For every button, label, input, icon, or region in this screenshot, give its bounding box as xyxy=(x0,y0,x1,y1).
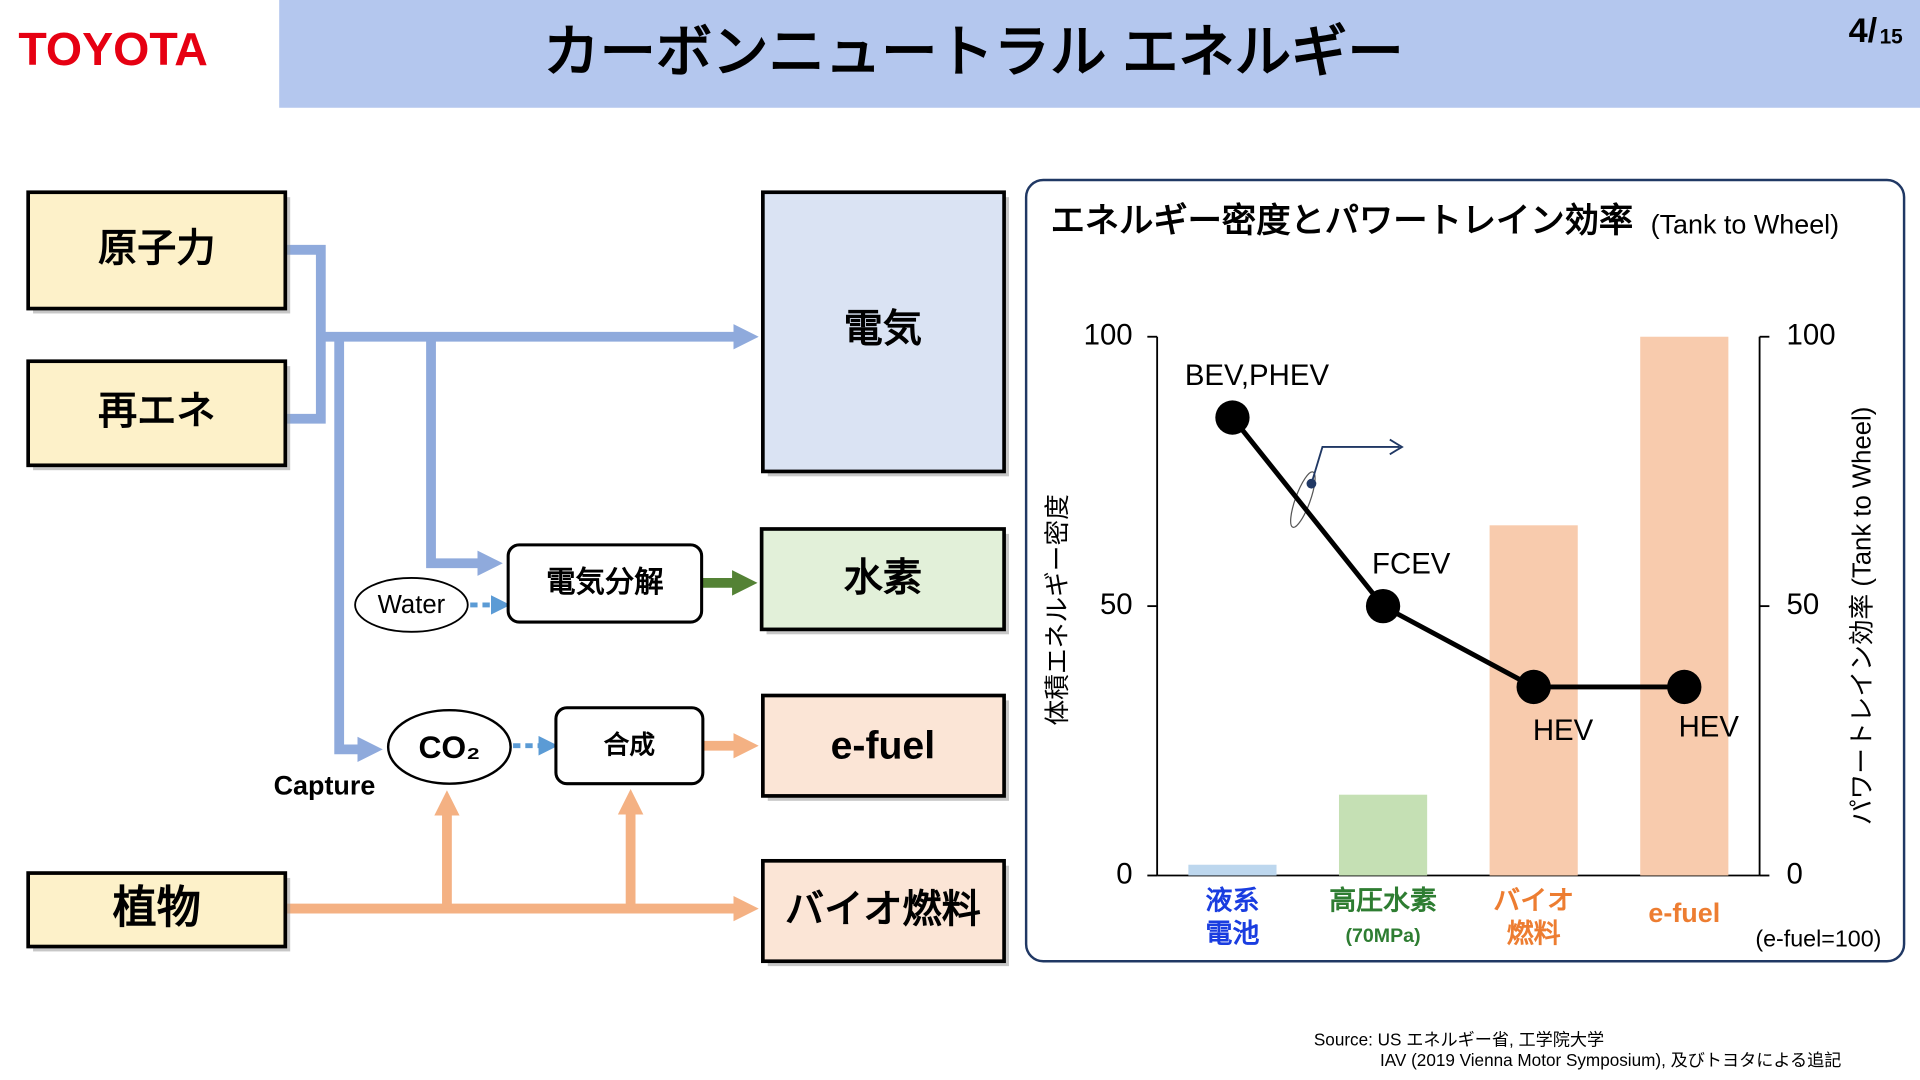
output-box xyxy=(761,693,1006,798)
y-tick-label: 50 xyxy=(1100,588,1133,621)
logo: TOYOTA xyxy=(18,23,208,75)
page-number: 4/ xyxy=(1849,12,1878,50)
output-box xyxy=(761,190,1006,474)
source-label: 原子力 xyxy=(98,227,216,270)
line-marker xyxy=(1215,400,1250,435)
x-tick-note: (70MPa) xyxy=(1346,925,1421,947)
x-tick-label: 液系 xyxy=(1206,886,1260,916)
source-box xyxy=(26,190,288,311)
point-label: FCEV xyxy=(1372,547,1451,580)
point-label: HEV xyxy=(1533,714,1594,747)
input-ellipse xyxy=(354,577,469,633)
y2-tick-label: 50 xyxy=(1787,588,1820,621)
source-label: 再エネ xyxy=(98,390,216,433)
line xyxy=(1230,416,1685,690)
chart-note: (e-fuel=100) xyxy=(1755,926,1881,952)
process-label: 合成 xyxy=(604,730,656,760)
output-box xyxy=(759,527,1006,632)
x-tick-label: 燃料 xyxy=(1507,919,1561,949)
bar xyxy=(1338,794,1428,876)
source-label: 植物 xyxy=(113,884,201,933)
chart-title: エネルギー密度とパワートレイン効率 xyxy=(1051,201,1634,240)
output-box xyxy=(761,858,1006,964)
y-tick-label: 100 xyxy=(1084,319,1133,352)
y-tick-label: 0 xyxy=(1116,857,1132,890)
y-axis-label: 体積エネルギー密度 xyxy=(1043,494,1072,725)
arrow xyxy=(334,336,383,763)
output-label: 水素 xyxy=(844,557,922,600)
process-box xyxy=(506,543,704,624)
output-label: 電気 xyxy=(844,308,922,351)
output-label: e-fuel xyxy=(831,725,935,768)
source-note: Source: US エネルギー省, 工学院大学 xyxy=(1314,1029,1604,1049)
line-marker xyxy=(1365,588,1401,624)
header-band xyxy=(279,0,1920,108)
x-tick-label: e-fuel xyxy=(1648,898,1720,928)
point-label: BEV,PHEV xyxy=(1185,359,1330,392)
input-label: CO₂ xyxy=(418,729,480,765)
y2-tick-label: 0 xyxy=(1787,857,1803,890)
slide-title: カーボンニュートラル エネルギー xyxy=(543,20,1403,83)
source-box xyxy=(26,871,288,949)
bar xyxy=(1188,864,1277,876)
input-label: Water xyxy=(378,591,446,619)
arrow xyxy=(426,336,503,576)
y2-tick-label: 100 xyxy=(1787,319,1836,352)
chart-subtitle: (Tank to Wheel) xyxy=(1651,210,1840,240)
annotation-arrow xyxy=(1310,438,1404,484)
x-tick-label: バイオ xyxy=(1493,886,1574,916)
x-tick-label: 電池 xyxy=(1206,919,1260,949)
process-box xyxy=(554,706,705,786)
x-tick-label: 高圧水素 xyxy=(1329,885,1437,916)
page-total: 15 xyxy=(1880,25,1903,48)
source-box xyxy=(26,359,288,468)
connector xyxy=(285,244,326,424)
input-ellipse xyxy=(386,708,512,785)
output-label: バイオ燃料 xyxy=(785,889,981,932)
line-marker xyxy=(1516,669,1551,705)
source-note: IAV (2019 Vienna Motor Symposium), 及びトヨタ… xyxy=(1380,1050,1841,1070)
bar xyxy=(1640,336,1729,876)
process-label: 電気分解 xyxy=(546,566,664,599)
y2-axis-label: パワートレイン効率 (Tank to Wheel) xyxy=(1847,407,1876,825)
arrows xyxy=(285,244,759,922)
capture-label: Capture xyxy=(274,770,376,800)
line-marker xyxy=(1667,669,1702,705)
point-label: HEV xyxy=(1679,710,1740,743)
